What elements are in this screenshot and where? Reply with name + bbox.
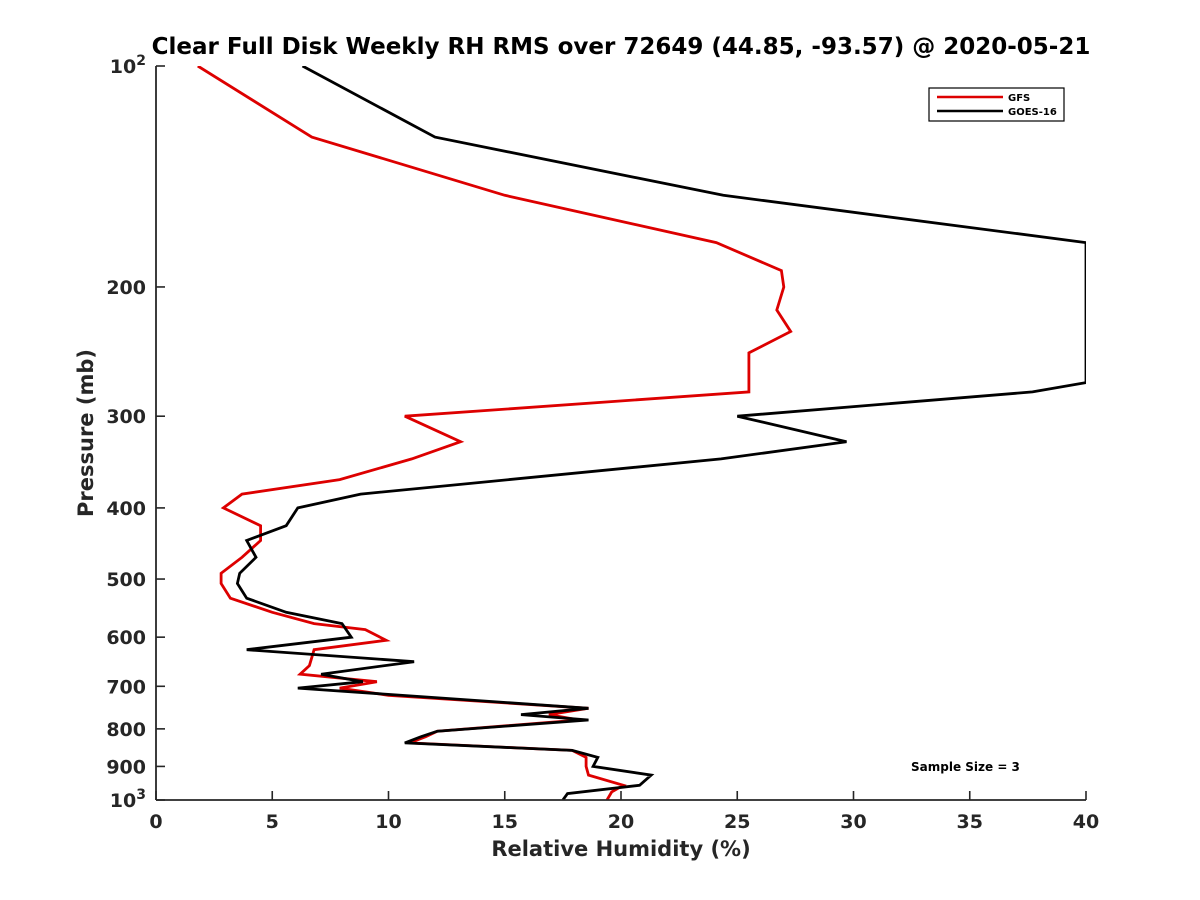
x-tick-label: 30	[840, 811, 866, 833]
y-tick-label: 102	[110, 53, 146, 78]
y-tick-label: 200	[106, 277, 146, 299]
y-tick-label: 800	[106, 719, 146, 741]
x-tick-label: 10	[375, 811, 401, 833]
y-axis-label: Pressure (mb)	[74, 349, 98, 517]
sample-size-annotation: Sample Size = 3	[911, 760, 1020, 774]
x-ticks: 0 5 10 15 20 25 30 35 40	[149, 791, 1099, 833]
legend-label-goes16: GOES-16	[1008, 107, 1057, 118]
legend-box	[928, 87, 1065, 122]
series-line-gfs	[197, 66, 793, 800]
series-layer	[197, 66, 1086, 800]
y-tick-label: 103	[110, 787, 146, 812]
x-tick-label: 35	[957, 811, 983, 833]
y-tick-label: 400	[106, 498, 146, 520]
x-tick-label: 15	[492, 811, 518, 833]
legend-label-gfs: GFS	[1008, 93, 1030, 104]
plot-area: 0 5 10 15 20 25 30 35 40 102 200 300 400 500 600 700 80…	[106, 53, 1099, 833]
x-tick-label: 25	[724, 811, 750, 833]
x-tick-label: 0	[149, 811, 162, 833]
y-tick-label: 300	[106, 406, 146, 428]
x-tick-label: 20	[608, 811, 634, 833]
x-axis-label: Relative Humidity (%)	[491, 837, 750, 861]
y-tick-label: 700	[106, 676, 146, 698]
x-tick-label: 5	[266, 811, 279, 833]
chart-title: Clear Full Disk Weekly RH RMS over 72649…	[152, 34, 1091, 60]
y-tick-label: 600	[106, 627, 146, 649]
series-line-goes16	[235, 66, 1086, 800]
legend: GFS GOES-16	[928, 87, 1065, 122]
y-tick-label: 500	[106, 569, 146, 591]
y-tick-label: 900	[106, 756, 146, 778]
x-tick-label: 40	[1073, 811, 1099, 833]
plot-frame	[156, 66, 1086, 800]
y-ticks: 102 200 300 400 500 600 700 800 900 103	[106, 53, 165, 812]
